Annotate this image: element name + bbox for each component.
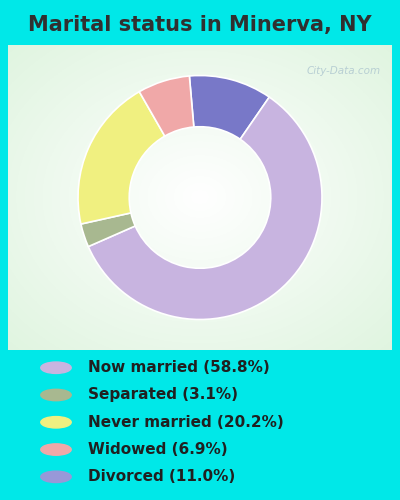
Circle shape [41, 444, 71, 455]
Text: Never married (20.2%): Never married (20.2%) [88, 415, 284, 430]
Circle shape [41, 416, 71, 428]
Wedge shape [189, 76, 269, 140]
Wedge shape [139, 76, 194, 136]
Text: Widowed (6.9%): Widowed (6.9%) [88, 442, 228, 457]
Text: Marital status in Minerva, NY: Marital status in Minerva, NY [28, 14, 372, 35]
Text: City-Data.com: City-Data.com [306, 66, 380, 76]
Text: Separated (3.1%): Separated (3.1%) [88, 388, 238, 402]
Wedge shape [88, 97, 322, 320]
Wedge shape [78, 92, 165, 224]
Circle shape [41, 390, 71, 400]
Text: Divorced (11.0%): Divorced (11.0%) [88, 470, 235, 484]
Circle shape [41, 362, 71, 374]
Circle shape [41, 471, 71, 482]
Wedge shape [81, 213, 135, 246]
Text: Now married (58.8%): Now married (58.8%) [88, 360, 270, 375]
